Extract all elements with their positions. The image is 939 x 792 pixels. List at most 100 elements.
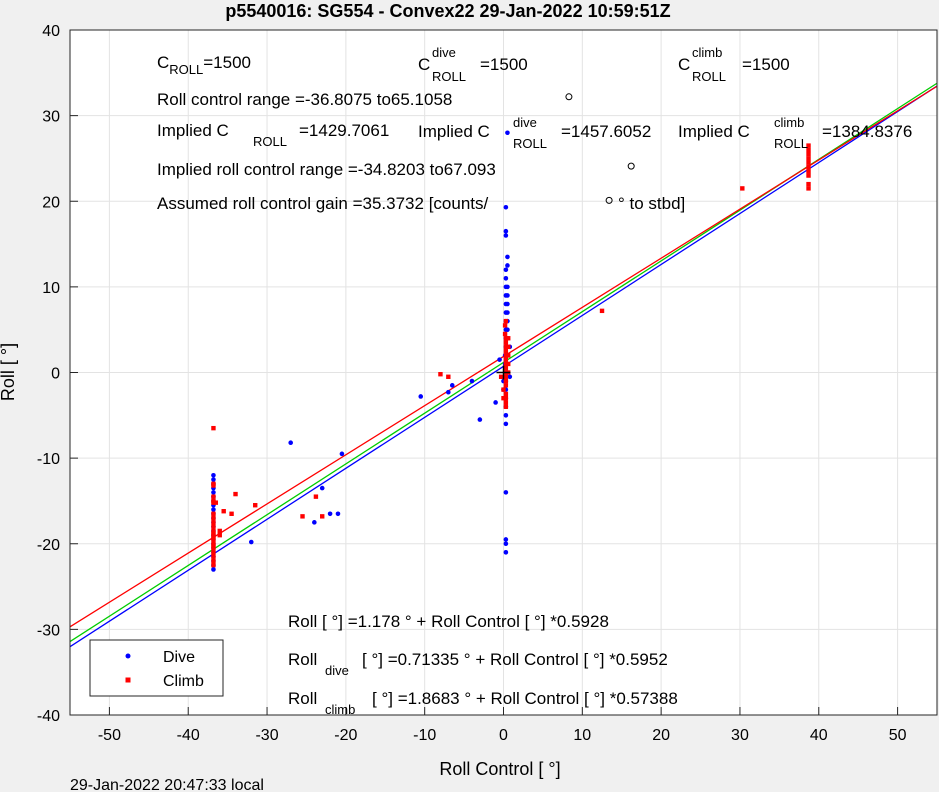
- climb-point: [503, 404, 509, 409]
- data-points: [211, 130, 811, 572]
- climb-point: [806, 160, 811, 165]
- equation-dive-sub: dive: [325, 663, 349, 678]
- x-tick-label: 50: [889, 727, 907, 744]
- c-roll-label: CROLL=1500: [157, 53, 251, 77]
- climb-point: [506, 361, 511, 367]
- climb-point: [806, 181, 811, 187]
- climb-point: [438, 372, 443, 377]
- climb-point: [501, 395, 506, 401]
- dive-point: [503, 490, 509, 495]
- climb-point: [503, 374, 509, 379]
- c-roll-dive-base: C: [418, 55, 430, 74]
- x-tick-label: 10: [573, 727, 591, 744]
- y-tick-label: 10: [42, 280, 60, 297]
- dive-point: [469, 378, 475, 384]
- x-axis-label: Roll Control [ °]: [439, 759, 560, 779]
- dive-point: [503, 276, 509, 281]
- y-tick-label: 40: [42, 23, 60, 40]
- legend: Dive Climb: [89, 639, 224, 697]
- climb-point: [503, 400, 509, 405]
- equation-climb-rest: [ °] =1.8683 ° + Roll Control [ °] *0.57…: [372, 689, 678, 708]
- c-roll-dive-value: =1500: [480, 55, 528, 74]
- x-tick-label: -30: [255, 727, 278, 744]
- climb-point: [503, 340, 509, 345]
- dive-point: [503, 541, 509, 547]
- dive-point: [211, 567, 216, 572]
- climb-point: [506, 336, 511, 341]
- dive-point: [505, 284, 510, 290]
- equation-climb-sub: climb: [325, 702, 355, 717]
- climb-point: [740, 186, 745, 191]
- climb-point: [211, 534, 216, 540]
- climb-point: [213, 500, 219, 505]
- footer-timestamp: 29-Jan-2022 20:47:33 local: [70, 777, 264, 792]
- y-tick-label: -10: [37, 451, 60, 468]
- dive-point: [288, 440, 293, 446]
- climb-point: [313, 494, 319, 499]
- climb-point: [253, 503, 258, 508]
- climb-point: [217, 532, 222, 538]
- climb-point: [502, 323, 508, 328]
- legend-climb-label: Climb: [163, 673, 204, 690]
- climb-point: [211, 562, 216, 568]
- dive-point: [477, 417, 483, 422]
- roll-control-range: Roll control range =-36.8075 to65.1058: [157, 90, 452, 109]
- climb-point: [498, 374, 504, 379]
- dive-point: [335, 511, 341, 517]
- climb-point: [211, 554, 216, 559]
- dive-point: [503, 550, 509, 555]
- implied-c-dive-sup: dive: [513, 115, 537, 130]
- x-tick-label: 0: [499, 727, 508, 744]
- c-roll-dive-sup: dive: [432, 45, 456, 60]
- implied-c-climb-prefix: Implied C: [678, 122, 750, 141]
- y-tick-label: 30: [42, 109, 60, 126]
- y-tick-label: 20: [42, 194, 60, 211]
- c-roll-dive-sub: ROLL: [432, 69, 466, 84]
- equation-dive-base: Roll: [288, 650, 317, 669]
- equation-climb-base: Roll: [288, 689, 317, 708]
- implied-c-climb-sup: climb: [774, 115, 804, 130]
- dive-point: [211, 490, 216, 495]
- climb-point: [501, 387, 506, 392]
- legend-dive-marker: [125, 653, 131, 659]
- dive-point: [339, 451, 345, 457]
- circle-marker: [627, 162, 635, 170]
- dive-point: [503, 413, 509, 418]
- climb-point: [503, 353, 509, 358]
- y-axis-label: Roll [ °]: [0, 343, 18, 401]
- dive-point: [503, 204, 509, 210]
- legend-dive-label: Dive: [163, 649, 195, 666]
- climb-point: [806, 156, 811, 161]
- legend-box: [89, 639, 224, 697]
- climb-point: [211, 483, 216, 488]
- dive-point: [503, 537, 509, 542]
- climb-point: [503, 348, 509, 354]
- climb-point: [211, 528, 216, 534]
- climb-point: [217, 528, 222, 534]
- climb-point: [599, 308, 605, 314]
- climb-point: [503, 361, 509, 367]
- climb-point: [503, 357, 509, 362]
- dive-point: [211, 477, 216, 482]
- dive-point: [446, 389, 451, 395]
- climb-point: [229, 511, 234, 516]
- dive-point: [319, 485, 325, 491]
- circle-markers: [565, 93, 635, 204]
- y-tick-label: -20: [37, 537, 60, 554]
- y-tick-label: -40: [37, 708, 60, 725]
- y-tick-label: 0: [51, 366, 60, 383]
- climb-point: [211, 543, 216, 548]
- dive-point: [507, 374, 513, 380]
- c-roll-climb-sup: climb: [692, 45, 722, 60]
- circle-marker: [565, 93, 573, 101]
- climb-point: [211, 494, 216, 499]
- c-roll-climb-sub: ROLL: [692, 69, 726, 84]
- x-tick-label: 20: [652, 727, 670, 744]
- dive-point: [211, 507, 216, 512]
- x-tick-label: -50: [98, 727, 121, 744]
- gain-label: Assumed roll control gain =35.3732 [coun…: [157, 194, 489, 213]
- x-tick-label: 30: [731, 727, 749, 744]
- climb-point: [503, 318, 509, 324]
- implied-c-dive-sub: ROLL: [513, 136, 547, 151]
